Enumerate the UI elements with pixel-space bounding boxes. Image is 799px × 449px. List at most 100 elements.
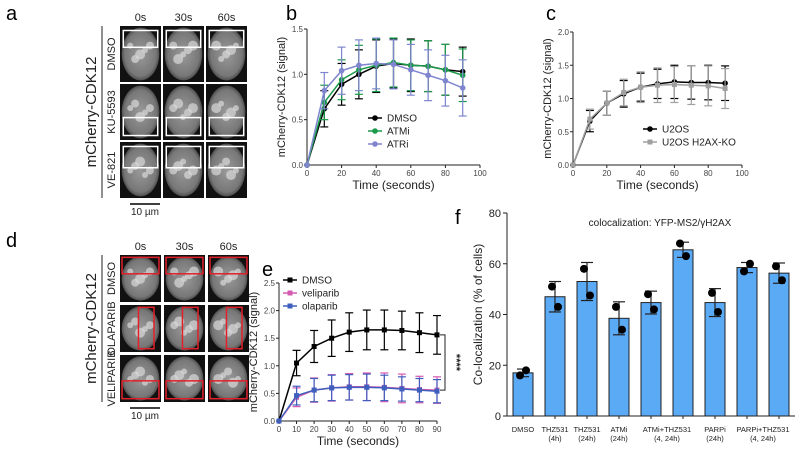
x-tick-label: 0 xyxy=(277,425,282,434)
data-point xyxy=(294,360,300,366)
row-label: DMSO xyxy=(106,262,118,295)
chart-e: 0 10 20 30 40 50 60 70 80 90 0.0 0.5 1.0 1.5 2.0 2.5 Tim… xyxy=(248,276,462,449)
nuclear-focus xyxy=(222,157,231,166)
roi-box xyxy=(208,29,245,49)
x-tick-label: 50 xyxy=(362,425,371,434)
series-line xyxy=(306,61,463,166)
y-tick-label: 0.0 xyxy=(264,417,276,426)
nuclear-focus xyxy=(173,98,184,109)
y-tick-label: 80 xyxy=(489,208,501,220)
nucleus-image xyxy=(207,143,246,197)
roi-box xyxy=(137,306,155,350)
legend-marker xyxy=(372,128,378,134)
y-tick-label: 1.5 xyxy=(292,25,304,34)
replicate-point xyxy=(772,262,780,271)
roi-box xyxy=(165,145,202,169)
y-tick-label: 1.5 xyxy=(264,334,276,343)
nuclear-focus xyxy=(180,51,187,58)
nuclear-focus xyxy=(142,109,149,116)
chart-title: colocalization: YFP-MS2/γH2AX xyxy=(589,218,732,229)
roi-box xyxy=(121,380,160,400)
roi-box xyxy=(165,116,202,137)
y-tick-label: 0.0 xyxy=(292,161,304,170)
replicate-point xyxy=(650,305,658,314)
y-tick-label: 0.5 xyxy=(264,389,276,398)
legend-label: olaparib xyxy=(302,302,338,313)
data-point xyxy=(671,82,677,88)
panel-label-c: c xyxy=(546,3,556,25)
x-axis-label: Time (seconds) xyxy=(317,434,399,448)
x-tick-label: 80 xyxy=(704,169,713,178)
legend-label: DMSO xyxy=(302,276,332,287)
y-tick-label: 1.0 xyxy=(558,95,570,104)
replicate-point xyxy=(586,291,594,300)
data-point xyxy=(390,61,397,68)
nuclear-focus xyxy=(145,166,154,175)
legend-label: veliparib xyxy=(302,289,340,300)
significance-label: **** xyxy=(450,354,462,372)
roi-box xyxy=(122,116,159,137)
data-point xyxy=(329,385,335,391)
series-dmso xyxy=(304,38,467,168)
data-point xyxy=(688,82,694,88)
x-tick-label: 40 xyxy=(345,425,354,434)
legend-label: U2OS xyxy=(662,125,690,136)
y-tick-label: 2.0 xyxy=(264,307,276,316)
nuclear-focus xyxy=(211,40,222,51)
replicate-point xyxy=(682,252,690,261)
x-tick-sublabel: (24h) xyxy=(610,434,628,443)
microscopy-panel-a: 0s 30s 60s DMSO KU-5593 VE-821 mCherry-CDK12 10… xyxy=(83,12,247,218)
row-group-label: mCherry-CDK12 xyxy=(83,57,100,168)
nucleus-image xyxy=(165,306,204,351)
y-axis-label: Co-localization (% of cells) xyxy=(471,244,485,385)
row-group-label: mCherry-CDK12 xyxy=(83,273,100,384)
roi-box xyxy=(121,256,160,275)
nuclear-focus xyxy=(224,367,233,376)
replicate-point xyxy=(708,288,716,297)
x-tick-label: THZ531 xyxy=(573,425,600,434)
data-point xyxy=(373,60,380,67)
nuclear-focus xyxy=(135,156,146,167)
nuclear-focus xyxy=(180,158,187,165)
legend-label: ATRi xyxy=(387,140,408,151)
nuclear-focus xyxy=(188,373,199,384)
panel-label-d: d xyxy=(6,230,17,252)
nuclear-focus xyxy=(213,266,224,277)
bar xyxy=(704,302,726,417)
data-point xyxy=(416,330,422,336)
nucleus-image xyxy=(164,85,203,139)
nuclear-focus xyxy=(145,321,154,330)
x-tick-label: 60 xyxy=(670,169,679,178)
series-veliparib xyxy=(276,372,441,424)
replicate-point xyxy=(740,267,748,276)
nuclear-focus xyxy=(188,266,199,277)
roi-box xyxy=(122,29,159,49)
nuclear-focus xyxy=(211,103,222,114)
roi-box xyxy=(181,306,199,350)
y-tick-label: 1.0 xyxy=(264,362,276,371)
bar xyxy=(544,296,566,417)
nuclear-focus xyxy=(226,107,237,118)
data-point xyxy=(294,393,300,399)
replicate-point xyxy=(778,276,786,285)
y-tick-label: 40 xyxy=(489,310,501,322)
data-point xyxy=(621,90,627,96)
x-tick-label: 60 xyxy=(380,425,389,434)
data-point xyxy=(346,329,352,335)
data-point xyxy=(381,327,387,333)
replicate-point xyxy=(548,282,556,291)
nuclear-focus xyxy=(226,170,237,181)
column-header: 60s xyxy=(220,241,238,253)
nucleus-image xyxy=(209,356,248,401)
data-point xyxy=(304,162,310,168)
column-header: 30s xyxy=(175,12,193,24)
nuclear-focus xyxy=(145,374,154,383)
x-tick-label: 60 xyxy=(406,169,415,178)
x-tick-sublabel: (4, 24h) xyxy=(654,434,680,443)
legend-marker xyxy=(647,139,653,145)
x-axis-label: Time (seconds) xyxy=(352,178,434,192)
nuclear-focus xyxy=(127,322,134,329)
nuclear-focus xyxy=(181,275,188,282)
data-point xyxy=(655,82,660,88)
replicate-point xyxy=(522,366,530,375)
